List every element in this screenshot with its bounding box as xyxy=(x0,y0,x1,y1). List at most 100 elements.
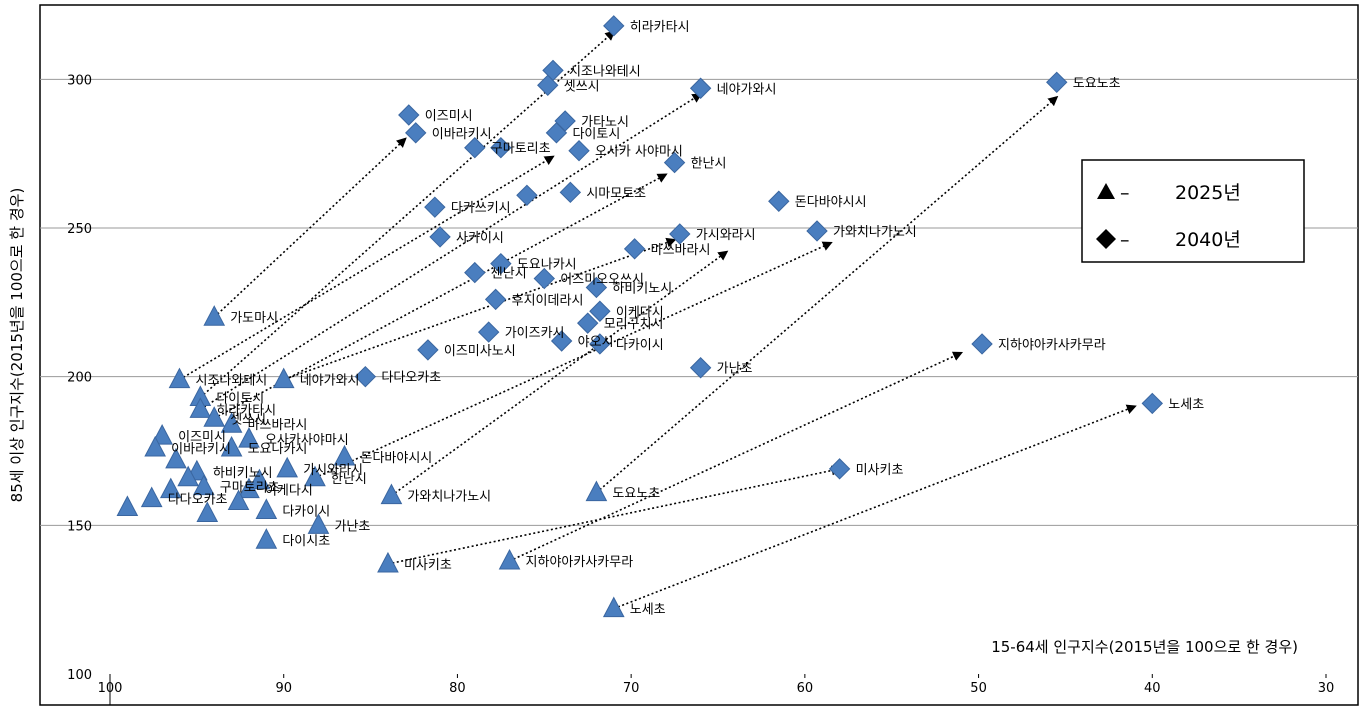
diamond-point xyxy=(1141,392,1163,415)
triangle-point xyxy=(144,435,166,457)
point-label: 사카이시 xyxy=(456,231,504,246)
diamond-point xyxy=(663,151,686,174)
chart-frame xyxy=(39,4,1359,706)
diamond-point xyxy=(971,333,993,355)
diamond-point xyxy=(568,139,590,162)
diamond-point xyxy=(828,458,851,480)
point-label: 돈다바야시시 xyxy=(361,451,433,466)
triangle-point xyxy=(333,444,356,466)
y-tick-label: 300 xyxy=(67,73,92,88)
diamond-point xyxy=(398,104,420,126)
point-label: 돈다바야시시 xyxy=(795,195,867,210)
triangle-point xyxy=(498,548,521,570)
diamond-point xyxy=(806,220,828,242)
triangle-point xyxy=(272,367,295,389)
diamond-point xyxy=(603,15,625,37)
triangle-point xyxy=(602,596,625,618)
x-tick-label: 90 xyxy=(275,681,292,696)
trajectory-arrows xyxy=(179,30,1137,610)
legend-label: 2040년 xyxy=(1175,229,1241,251)
triangle-point xyxy=(196,501,219,522)
point-label: 지하야아카사카무라 xyxy=(998,338,1106,353)
diamond-point xyxy=(669,223,691,245)
diamond-point xyxy=(589,333,611,355)
point-label: 가난초 xyxy=(334,519,370,534)
point-label: 가시와라시 xyxy=(303,463,363,478)
triangle-point xyxy=(220,412,243,433)
x-tick-label: 100 xyxy=(98,681,123,696)
data-points xyxy=(116,15,1163,618)
triangle-point xyxy=(220,435,243,457)
legend-dash: – xyxy=(1120,182,1130,204)
diamond-point xyxy=(768,190,790,212)
point-label: 히라카타시 xyxy=(216,403,276,418)
triangle-point xyxy=(189,397,212,418)
diamond-point xyxy=(405,122,427,144)
point-label: 미사키초 xyxy=(856,463,904,478)
trajectory-arrow xyxy=(595,95,1059,494)
diamond-point xyxy=(550,330,573,352)
diamond-point xyxy=(490,137,512,159)
point-label: 야오시 xyxy=(578,335,614,350)
point-label: 마쓰바라시 xyxy=(651,243,711,258)
point-label: 구마토리초 xyxy=(220,481,280,496)
triangle-point xyxy=(255,528,278,549)
trajectory-arrow xyxy=(387,465,842,565)
diamond-point xyxy=(424,196,446,218)
point-label: 한난시 xyxy=(331,472,367,487)
point-label: 한난시 xyxy=(691,157,727,172)
triangle-point xyxy=(304,465,326,487)
point-label: 이바라키시 xyxy=(171,442,231,457)
point-label: 도요노초 xyxy=(612,487,660,502)
diamond-point xyxy=(354,365,377,388)
legend-label: 2025년 xyxy=(1175,182,1241,204)
point-label: 가와치나가노시 xyxy=(407,490,491,505)
x-axis-title: 15-64세 인구지수(2015년을 100으로 한 경우) xyxy=(991,638,1298,656)
point-label: 이케다시 xyxy=(616,305,664,320)
triangle-point xyxy=(165,447,187,469)
legend-box xyxy=(1081,159,1305,263)
point-label: 센난시 xyxy=(491,267,527,282)
x-tick-label: 40 xyxy=(1144,681,1161,696)
point-label: 오사카 사야마시 xyxy=(595,145,683,160)
trajectory-arrow xyxy=(179,155,555,381)
diamond-point xyxy=(545,122,568,144)
legend-dash: – xyxy=(1120,229,1130,251)
point-label: 다이토시 xyxy=(216,391,264,406)
point-label: 다다오카초 xyxy=(381,371,441,386)
point-label: 가이즈카시 xyxy=(505,326,565,341)
x-axis-ticks: 100 90 80 70 60 50 40 30 xyxy=(98,674,1334,696)
point-label: 미사키초 xyxy=(404,558,452,573)
triangle-point xyxy=(192,474,215,496)
y-axis-title: 85세 이상 인구지수(2015년을 100으로 한 경우) xyxy=(8,188,26,503)
triangle-point xyxy=(140,486,163,508)
diamond-point xyxy=(417,339,439,361)
point-label: 다카이시 xyxy=(616,338,664,353)
triangle-point xyxy=(238,427,260,448)
triangle-point xyxy=(248,468,271,490)
point-label: 마쓰바라시 xyxy=(248,418,308,433)
point-label: 도요노초 xyxy=(1073,76,1121,91)
point-label: 네야가와시 xyxy=(300,374,360,389)
diamond-point xyxy=(484,288,507,311)
triangle-point xyxy=(585,480,608,502)
point-label: 노세초 xyxy=(1168,397,1204,412)
y-tick-label: 250 xyxy=(67,222,92,237)
point-label: 가난초 xyxy=(717,362,753,377)
diamond-point xyxy=(477,321,500,343)
point-label: 이즈미오오쓰시 xyxy=(560,273,644,288)
triangle-point xyxy=(168,367,191,389)
point-label: 후지이데라시 xyxy=(512,293,584,308)
point-label: 셋쓰시 xyxy=(230,412,266,427)
legend: – 2025년 – 2040년 xyxy=(1081,159,1305,263)
x-tick-label: 80 xyxy=(449,681,466,696)
x-tick-label: 60 xyxy=(797,681,814,696)
trajectory-arrow xyxy=(213,137,407,318)
diamond-point xyxy=(533,267,555,290)
triangle-point xyxy=(380,483,403,505)
point-label: 가시와라시 xyxy=(696,228,756,243)
point-label: 도요나카시 xyxy=(517,258,577,273)
triangle-point xyxy=(227,489,250,511)
